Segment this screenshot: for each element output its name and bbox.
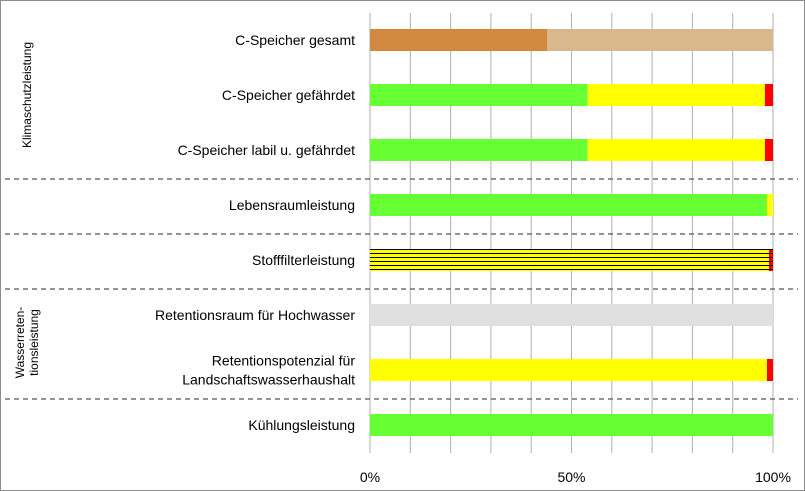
category-label: Lebensraumleistung	[229, 197, 355, 213]
x-tick-label: 50%	[557, 469, 585, 485]
bars	[370, 29, 773, 436]
category-labels: C-Speicher gesamt C-Speicher gefährdet C-S…	[155, 32, 355, 433]
bar-segment	[370, 304, 773, 326]
category-label: Landschaftswasserhaushalt	[182, 372, 355, 388]
bar-segment	[587, 84, 765, 106]
x-axis-ticks: 0% 50% 100%	[360, 469, 791, 485]
group-label: Wasserreten-tionsleistung	[13, 307, 41, 379]
bar-segment	[370, 84, 588, 106]
bar-segment	[370, 29, 548, 51]
gridlines	[369, 13, 774, 453]
bar-segment	[766, 194, 773, 216]
group-separators	[5, 178, 798, 400]
category-label: C-Speicher labil u. gefährdet	[178, 142, 356, 158]
bar-segment	[370, 194, 767, 216]
group-labels: Klimaschutzleistung Wasserreten-tionsleis…	[13, 42, 41, 378]
category-label: C-Speicher gefährdet	[222, 87, 355, 103]
category-label: Kühlungsleistung	[248, 417, 355, 433]
bar-segment-hatch	[370, 249, 769, 271]
bar-segment	[370, 359, 767, 381]
bar-segment	[764, 139, 773, 161]
bar-segment	[547, 29, 773, 51]
bar-segment	[370, 139, 588, 161]
bar-segment	[587, 139, 765, 161]
category-label: Retentionspotenzial für	[212, 353, 356, 369]
x-tick-label: 0%	[360, 469, 380, 485]
bar-segment	[766, 359, 773, 381]
group-label: Klimaschutzleistung	[20, 42, 34, 148]
bar-segment-hatch	[768, 249, 773, 271]
bar-segment	[370, 414, 773, 436]
bar-segment	[764, 84, 773, 106]
category-label: Stofffilterleistung	[252, 252, 355, 268]
category-label: Retentionsraum für Hochwasser	[155, 307, 355, 323]
category-label: C-Speicher gesamt	[235, 32, 355, 48]
x-tick-label: 100%	[755, 469, 791, 485]
